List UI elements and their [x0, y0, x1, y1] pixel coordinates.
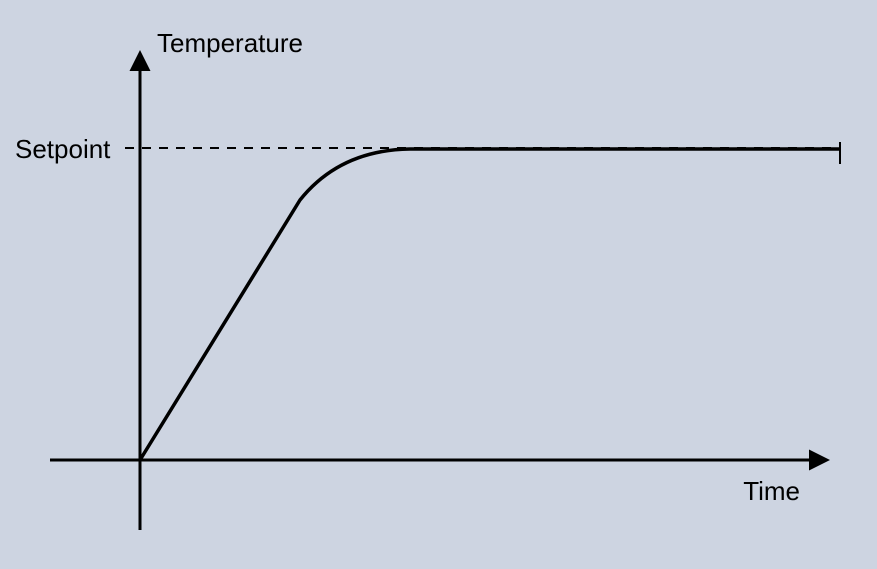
chart-container: Temperature Setpoint Time [0, 0, 877, 569]
y-axis-label: Temperature [157, 28, 303, 58]
chart-svg: Temperature Setpoint Time [0, 0, 877, 569]
x-axis-label: Time [743, 476, 800, 506]
setpoint-label: Setpoint [15, 134, 111, 164]
